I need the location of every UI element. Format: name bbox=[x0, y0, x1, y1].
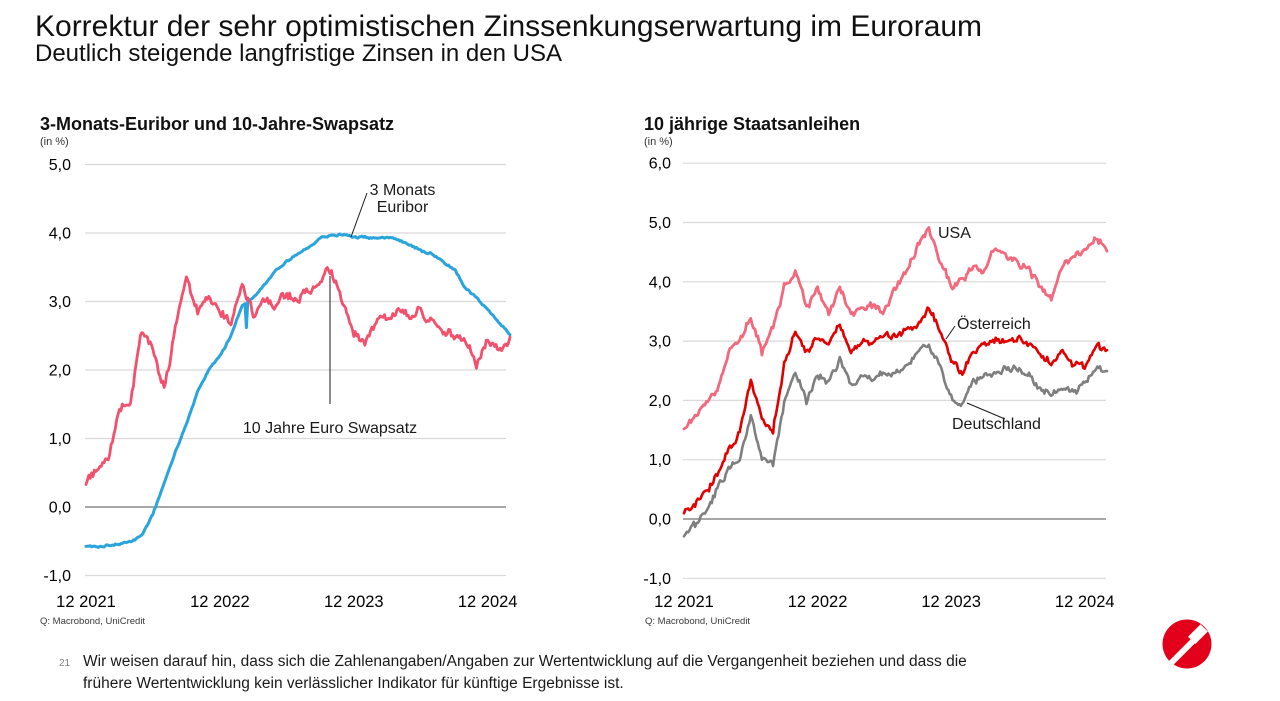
x-tick-label: 12 2024 bbox=[458, 593, 518, 611]
chart-title-right: 10 jährige Staatsanleihen bbox=[644, 114, 861, 134]
series-line-10-jahre-euro-swapsatz bbox=[84, 266, 512, 486]
y-tick-label: 5,0 bbox=[649, 215, 671, 232]
grid-and-axes: 6,0 5,0 4,0 3,0 2,0 1,0 0,0 -1,0 12 2021 12 2022 1… bbox=[643, 156, 1114, 611]
series-line-3-monats-euribor bbox=[84, 232, 512, 549]
x-tick-label: 12 2022 bbox=[788, 593, 848, 611]
chart-unit-right: (in %) bbox=[644, 136, 673, 148]
x-tick-label: 12 2023 bbox=[921, 593, 981, 611]
euribor-swap-plot: 5,0 4,0 3,0 2,0 1,0 0,0 -1,0 12 2021 12 2022 12 2… bbox=[43, 157, 517, 611]
y-tick-label: 4,0 bbox=[49, 226, 71, 243]
callout-lines-left bbox=[329, 192, 368, 404]
y-tick-label: 2,0 bbox=[49, 363, 71, 380]
logo-one-slash-icon bbox=[1167, 637, 1197, 667]
page-subtitle: Deutlich steigende langfristige Zinsen i… bbox=[35, 40, 562, 67]
y-tick-label: 3,0 bbox=[649, 334, 671, 351]
series-lines bbox=[84, 232, 512, 549]
x-tick-label: 12 2023 bbox=[324, 593, 384, 611]
x-tick-label: 12 2022 bbox=[190, 593, 250, 611]
series-line-deutschland bbox=[682, 343, 1109, 538]
y-tick-label: -1,0 bbox=[43, 568, 71, 585]
x-tick-label: 12 2021 bbox=[654, 593, 714, 611]
annotation-oesterreich: Österreich bbox=[957, 316, 1031, 333]
x-tick-label: 12 2021 bbox=[56, 593, 116, 611]
annotation-3-monats-euribor: 3 Monats Euribor bbox=[369, 182, 436, 216]
callout-lines-right bbox=[945, 325, 1006, 420]
source-note-left: Q: Macrobond, UniCredit bbox=[40, 616, 146, 627]
y-tick-label: 6,0 bbox=[649, 156, 671, 173]
y-tick-label: 1,0 bbox=[649, 452, 671, 469]
x-tick-label: 12 2024 bbox=[1055, 593, 1115, 611]
y-tick-label: -1,0 bbox=[643, 571, 671, 588]
disclaimer-line-1: Wir weisen darauf hin, dass sich die Zah… bbox=[83, 653, 967, 670]
series-lines bbox=[682, 226, 1109, 538]
grid-and-axes: 5,0 4,0 3,0 2,0 1,0 0,0 -1,0 12 2021 12 2022 12 2… bbox=[43, 157, 517, 611]
annotation-10-jahre-euro-swapsatz: 10 Jahre Euro Swapsatz bbox=[242, 420, 418, 437]
disclaimer-line-2: frühere Wertentwicklung kein verlässlich… bbox=[83, 675, 624, 692]
source-note-right: Q: Macrobond, UniCredit bbox=[645, 616, 751, 627]
series-line-usa bbox=[682, 226, 1109, 431]
page-number: 21 bbox=[59, 658, 71, 669]
y-tick-label: 4,0 bbox=[649, 274, 671, 291]
annotation-usa: USA bbox=[938, 225, 971, 242]
y-tick-label: 0,0 bbox=[649, 512, 671, 529]
y-tick-label: 3,0 bbox=[49, 294, 71, 311]
annotation-deutschland: Deutschland bbox=[952, 416, 1041, 433]
disclaimer-text: Wir weisen darauf hin, dass sich die Zah… bbox=[83, 651, 1113, 695]
chart-title-left: 3-Monats-Euribor und 10-Jahre-Swapsatz bbox=[40, 114, 395, 134]
y-tick-label: 0,0 bbox=[49, 500, 71, 517]
y-tick-label: 5,0 bbox=[49, 157, 71, 174]
unicredit-logo bbox=[1162, 619, 1212, 669]
series-line--sterreich bbox=[682, 306, 1109, 515]
staatsanleihen-plot: 6,0 5,0 4,0 3,0 2,0 1,0 0,0 -1,0 12 2021 12 2022 1… bbox=[643, 156, 1114, 611]
page-title: Korrektur der sehr optimistischen Zinsse… bbox=[35, 10, 983, 43]
oesterreich-callout-line bbox=[945, 325, 956, 340]
logo-one-flag-icon bbox=[1188, 624, 1208, 644]
chart-unit-left: (in %) bbox=[40, 136, 69, 148]
euribor-callout-line bbox=[350, 192, 368, 238]
deutschland-callout-line bbox=[966, 402, 1006, 420]
y-tick-label: 1,0 bbox=[49, 431, 71, 448]
y-tick-label: 2,0 bbox=[649, 393, 671, 410]
